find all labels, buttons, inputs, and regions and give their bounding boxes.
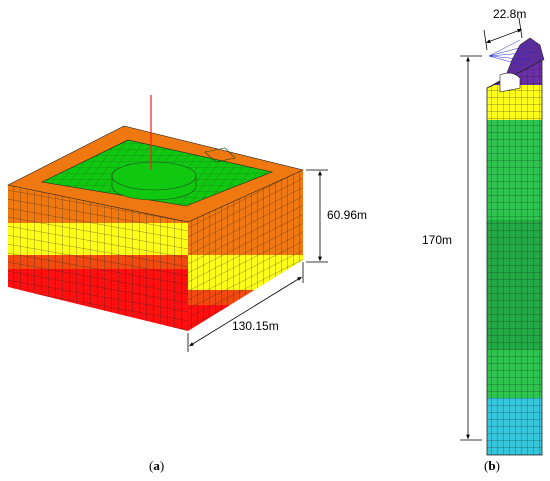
radial-lines (488, 39, 537, 66)
top-notch (204, 147, 236, 163)
width-label-b: 22.8m (493, 7, 526, 21)
caption-b: (b) (484, 458, 500, 473)
central-disc (111, 161, 197, 201)
panel-a-block: 60.96m 130.15m (7, 95, 367, 352)
height-dimension-b: 170m (422, 55, 482, 441)
height-label-a: 60.96m (327, 208, 367, 222)
width-dimension-a: 130.15m (187, 262, 304, 352)
width-label-a: 130.15m (232, 319, 279, 333)
panel-b-column: 22.8m 170m (422, 7, 545, 456)
height-dimension-a: 60.96m (306, 169, 367, 263)
caption-a: (a) (149, 458, 164, 473)
height-label-b: 170m (422, 233, 452, 247)
width-dimension-b: 22.8m (483, 7, 526, 51)
